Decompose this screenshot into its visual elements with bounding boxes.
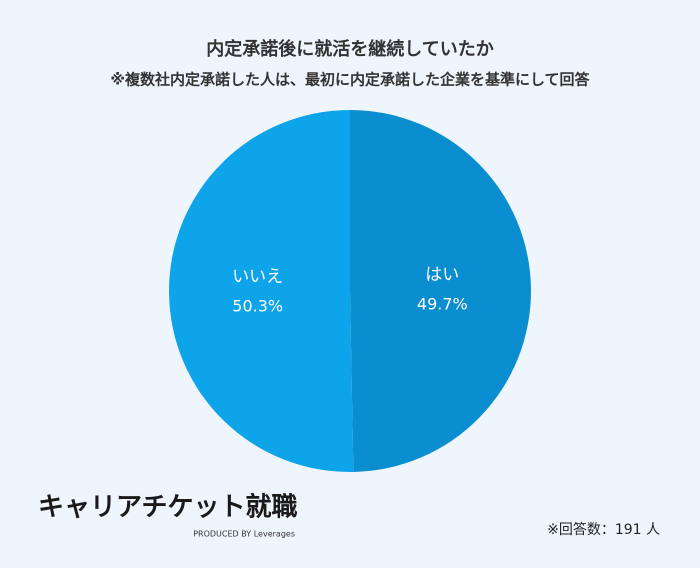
logo-tagline: PRODUCED BY Leverages — [193, 530, 295, 539]
slice-label: はい — [425, 265, 459, 285]
note: ※回答数：191 人 — [547, 521, 660, 538]
pie: はい 49.7% いいえ 50.3% — [169, 110, 532, 472]
pie-slice — [350, 110, 532, 472]
chart-subtitle: ※複数社内定承諾した人は、最初に内定承諾した企業を基準にして回答 — [110, 71, 590, 89]
value-label: 50.3% — [232, 296, 283, 315]
chart-title: 内定承諾後に就活を継続していたか — [206, 38, 493, 60]
slice-label: いいえ — [232, 267, 283, 287]
logo-name: キャリアチケット就職 — [38, 493, 297, 523]
value-label: 49.7% — [417, 295, 468, 314]
pie-slice — [169, 110, 354, 472]
